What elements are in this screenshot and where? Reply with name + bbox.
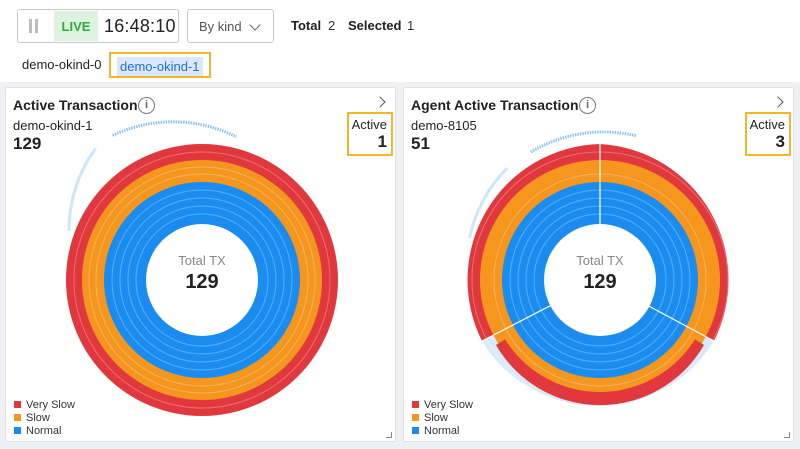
active-indicator: Active 1 [347,112,393,156]
selected-value: 1 [407,18,415,33]
active-value: 1 [377,132,387,151]
live-control: LIVE 16:48:10 [17,9,179,43]
legend-item: Slow [14,411,75,424]
group-by-select[interactable]: By kind [187,9,274,43]
center-value: 129 [185,271,218,293]
status-arc [530,130,637,154]
card-title: Active Transaction [13,97,138,113]
info-icon[interactable]: i [579,97,596,114]
donut-hole [544,224,656,336]
pause-icon[interactable] [28,19,40,33]
ring-lines [73,151,331,409]
total-value: 2 [328,18,336,33]
card-subtitle: demo-okind-1 [13,118,93,133]
agent-donut-chart: Total TX 129 [467,130,729,409]
chart-legend: Very Slow Slow Normal [412,398,473,437]
legend-item: Normal [412,424,473,437]
status-arc-faint [468,167,509,239]
transaction-donut-chart: Total TX 129 [66,120,338,416]
legend-item: Very Slow [14,398,75,411]
total-label: Total [291,18,322,33]
kind-chip-1[interactable]: demo-okind-1 [109,52,211,78]
legend-label: Normal [26,424,62,437]
live-badge[interactable]: LIVE [54,11,98,41]
live-clock: 16:48:10 [104,16,176,36]
selected-label: Selected [348,18,402,33]
card-count: 51 [411,134,430,153]
active-label: Active [351,117,387,132]
agent-active-transaction-card: Agent Active Transaction i demo-8105 51 … [403,87,794,442]
legend-label: Very Slow [26,398,75,411]
resize-handle-icon[interactable] [386,432,392,438]
resize-handle-icon[interactable] [784,432,790,438]
center-label: Total TX [576,253,624,268]
card-title: Agent Active Transaction [411,97,579,113]
center-label: Total TX [178,253,226,268]
chevron-down-icon [249,19,261,31]
legend-label: Very Slow [424,398,473,411]
legend-item: Normal [14,424,75,437]
top-toolbar: LIVE 16:48:10 By kind Total 2 Selected 1… [0,0,800,82]
card-count: 129 [13,134,42,153]
legend-label: Slow [424,411,448,424]
active-value: 3 [775,132,785,151]
active-label: Active [749,117,785,132]
kind-chip-1-label: demo-okind-1 [117,57,203,76]
legend-label: Normal [424,424,460,437]
legend-label: Slow [26,411,50,424]
legend-item: Very Slow [412,398,473,411]
status-arc [111,120,238,139]
info-icon[interactable]: i [138,97,155,114]
center-value: 129 [583,271,616,293]
status-arc-faint [67,147,97,232]
legend-item: Slow [412,411,473,424]
card-subtitle: demo-8105 [411,118,477,133]
donut-hole [146,224,258,336]
active-transaction-card: Active Transaction i demo-okind-1 129 Ac… [5,87,396,442]
group-by-value: By kind [199,19,242,34]
chart-legend: Very Slow Slow Normal [14,398,75,437]
active-indicator: Active 3 [745,112,791,156]
kind-chip-0[interactable]: demo-okind-0 [22,57,102,72]
